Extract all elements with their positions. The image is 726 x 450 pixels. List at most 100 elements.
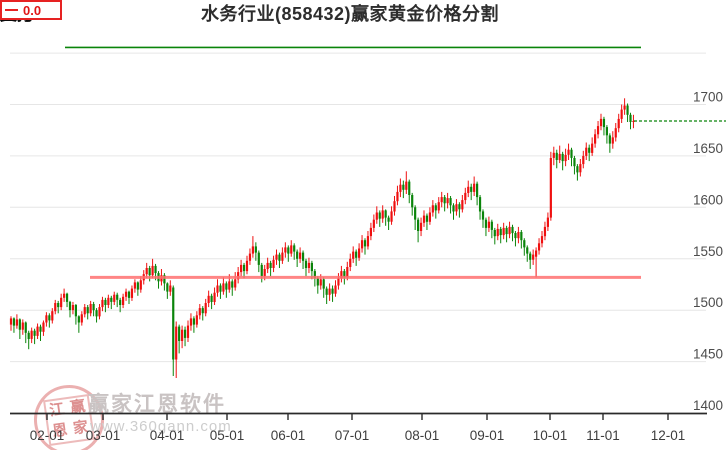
candle-body: [487, 221, 490, 228]
candle-body: [535, 250, 538, 257]
candle-body: [110, 297, 113, 302]
candle-body: [366, 236, 370, 247]
candle-body: [588, 147, 591, 153]
candle-body: [237, 272, 240, 280]
candle-body: [74, 305, 77, 317]
candle-body: [411, 195, 414, 208]
candle-body: [54, 303, 57, 312]
candle-body: [51, 311, 54, 321]
candle-body: [45, 315, 48, 323]
candle-body: [166, 283, 169, 292]
candle-body: [136, 282, 139, 290]
candle-body: [319, 279, 322, 286]
candle-body: [24, 322, 27, 333]
candle-body: [555, 152, 558, 160]
watermark-url-text: www.360gann.com: [90, 418, 232, 435]
candle-body: [349, 258, 352, 267]
candle-body: [122, 296, 125, 305]
candle-body: [18, 319, 21, 330]
candle-body: [42, 322, 45, 332]
candle-body: [331, 288, 334, 294]
candle-body: [523, 240, 526, 248]
candle-body: [499, 228, 502, 236]
candle-body: [399, 184, 402, 192]
candle-body: [65, 293, 69, 302]
candle-body: [234, 279, 237, 288]
y-axis-label: 1600: [693, 192, 723, 207]
candle-body: [602, 118, 606, 128]
chart-title: 水务行业(858432)赢家黄金价格分割: [200, 4, 500, 24]
candle-body: [549, 158, 552, 218]
candle-body: [617, 118, 620, 129]
candle-body: [77, 316, 80, 323]
candle-body: [425, 215, 429, 222]
candle-body: [614, 128, 617, 138]
support-value: 0.0: [23, 2, 42, 18]
candle-body: [337, 278, 340, 286]
candle-body: [68, 301, 72, 311]
candle-body: [169, 285, 172, 292]
candle-body: [181, 329, 184, 341]
candle-body: [71, 305, 75, 311]
candle-body: [626, 105, 629, 115]
candle-body: [240, 264, 243, 273]
candle-body: [287, 247, 290, 254]
candle-body: [86, 307, 89, 314]
y-axis-label: 1700: [693, 90, 723, 105]
candle-body: [543, 226, 547, 237]
candle-body: [511, 226, 514, 234]
candle-body: [124, 291, 128, 297]
candle-body: [219, 285, 222, 292]
y-axis-label: 1650: [693, 141, 723, 156]
y-axis-label: 1450: [693, 347, 723, 362]
candle-body: [39, 326, 42, 332]
watermark-brand-text: 赢家江恩软件: [88, 393, 226, 416]
candle-body: [405, 181, 408, 190]
candle-body: [573, 158, 576, 167]
candle-body: [352, 251, 355, 259]
candle-body: [452, 205, 455, 212]
candle-body: [608, 135, 611, 144]
candle-body: [15, 319, 18, 326]
candle-body: [467, 186, 470, 193]
candle-body: [307, 262, 311, 268]
candle-body: [95, 310, 98, 317]
candle-body: [222, 283, 225, 292]
candle-body: [251, 246, 254, 254]
candle-body: [422, 215, 426, 223]
candle-body: [355, 251, 358, 258]
candle-body: [293, 245, 296, 252]
x-axis-label: 09-01: [470, 428, 505, 443]
candle-body: [269, 262, 272, 268]
candle-body: [461, 200, 464, 210]
candle-body: [437, 202, 440, 211]
candle-body: [611, 137, 614, 144]
candle-body: [508, 226, 511, 235]
candle-body: [154, 265, 157, 274]
candle-body: [526, 247, 529, 254]
candle-body: [296, 251, 299, 259]
candle-body: [605, 127, 608, 136]
y-axis-label: 1500: [693, 295, 723, 310]
candle-body: [505, 227, 508, 235]
candle-body: [290, 245, 293, 254]
candle-body: [304, 260, 308, 268]
candle-body: [493, 230, 496, 237]
candle-body: [275, 254, 278, 260]
candle-body: [540, 236, 544, 244]
candle-body: [458, 204, 461, 210]
candle-body: [272, 259, 275, 268]
candle-body: [623, 105, 626, 110]
candle-body: [228, 281, 231, 290]
candle-body: [178, 326, 181, 341]
candle-body: [594, 134, 597, 144]
candle-body: [145, 268, 148, 275]
candle-body: [632, 121, 635, 122]
candle-body: [414, 207, 417, 220]
candle-body: [245, 260, 249, 272]
candle-body: [151, 265, 154, 276]
candle-body: [104, 299, 107, 305]
candle-body: [133, 282, 136, 289]
candle-body: [576, 166, 579, 173]
